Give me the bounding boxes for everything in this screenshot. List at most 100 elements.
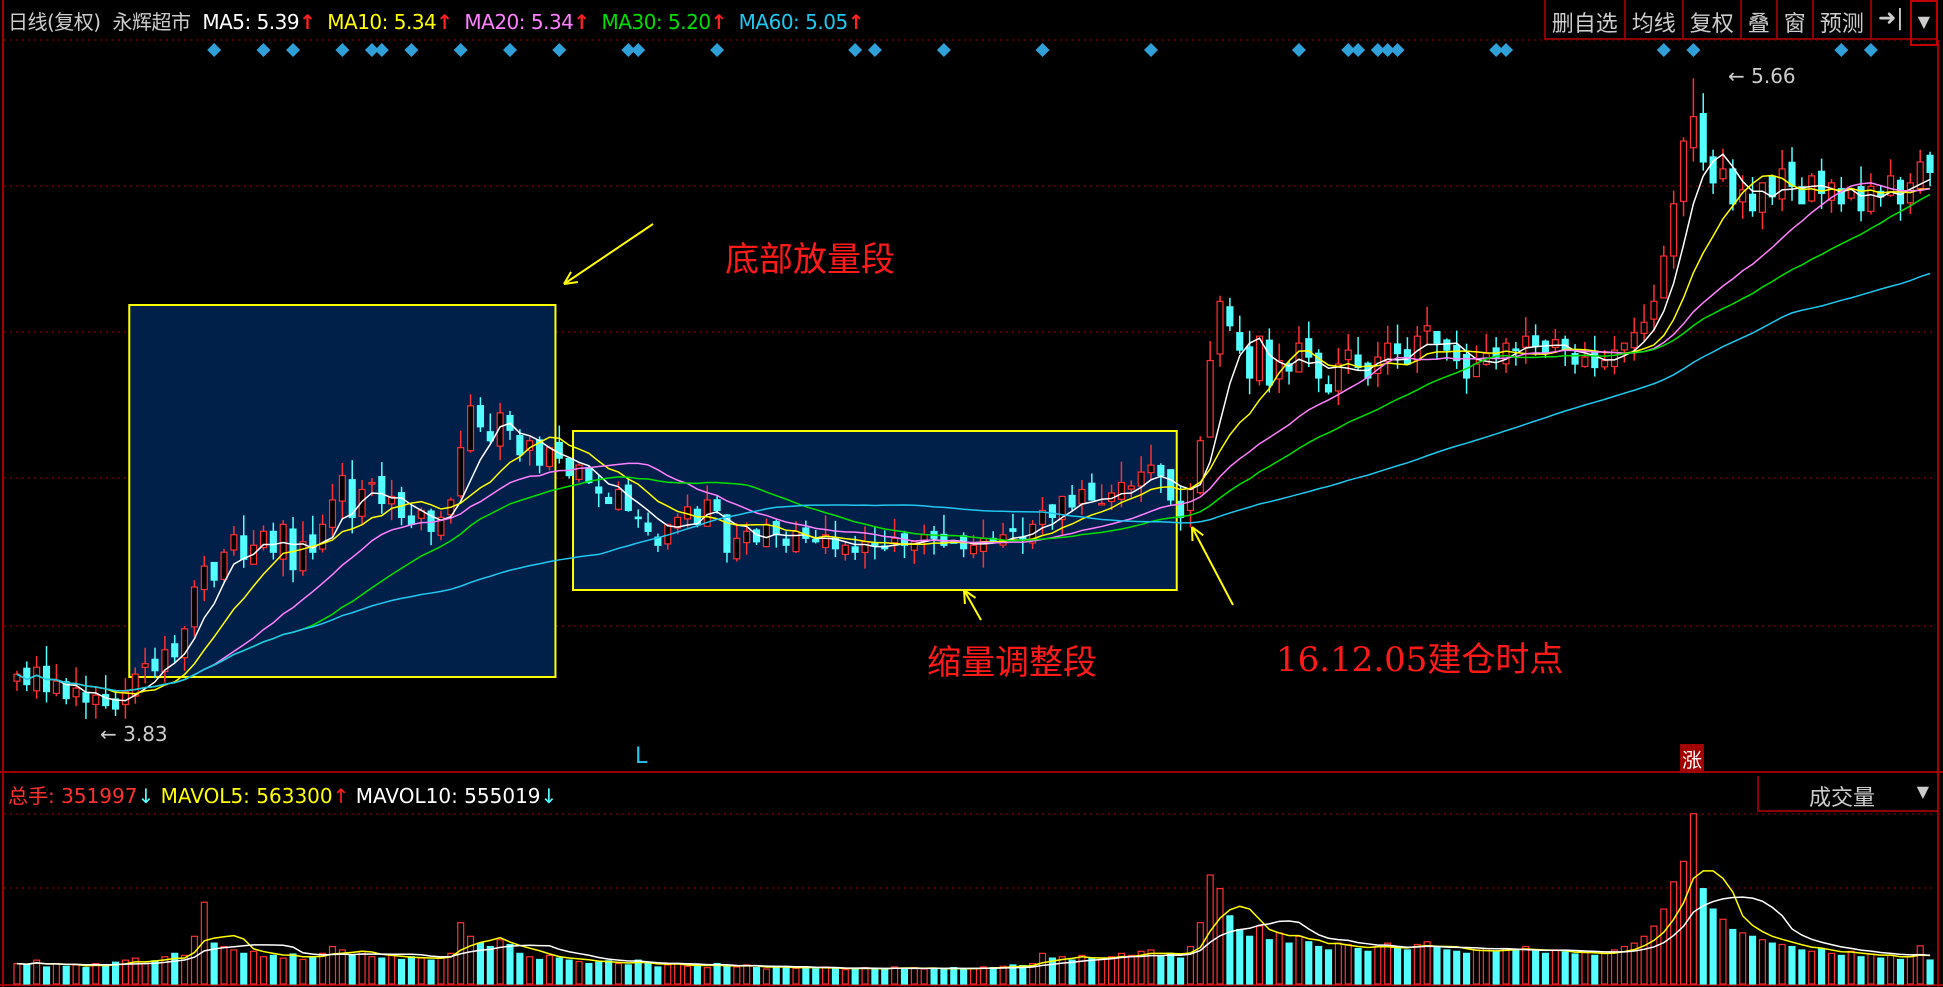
arrow-right-bar-icon[interactable]: ➜| xyxy=(1869,0,1910,38)
volume-bar xyxy=(121,959,129,985)
arrow-head xyxy=(563,271,572,285)
forecast-button[interactable]: 预测 xyxy=(1811,0,1870,38)
candle-body xyxy=(1127,485,1135,490)
volume-bar xyxy=(762,968,770,985)
candle-body xyxy=(1749,193,1757,212)
event-marker-diamond xyxy=(1351,43,1366,57)
volume-bar xyxy=(417,957,425,985)
candle-body xyxy=(82,692,90,703)
candle-body xyxy=(1009,528,1017,532)
volume-bar xyxy=(1847,950,1855,985)
candle-body xyxy=(437,516,445,536)
candle-body xyxy=(792,530,800,553)
candle-body xyxy=(822,534,830,549)
candle-body xyxy=(1344,349,1352,361)
candle-body xyxy=(871,543,879,546)
candle-body xyxy=(171,643,179,658)
volume-bar xyxy=(368,956,376,985)
volume-bar xyxy=(605,960,613,985)
volume-bar xyxy=(388,954,396,985)
event-marker-diamond xyxy=(374,43,389,57)
volume-bar xyxy=(1413,943,1421,985)
candle-body xyxy=(979,537,987,553)
remove-watchlist-button[interactable]: 删自选 xyxy=(1543,0,1624,38)
volume-bar xyxy=(1009,964,1017,985)
volume-bar xyxy=(1788,945,1796,985)
volume-bar xyxy=(486,945,494,985)
candle-body xyxy=(891,537,899,544)
candle-body xyxy=(1137,471,1145,487)
candle-body xyxy=(1305,338,1313,358)
candle-body xyxy=(358,488,366,517)
candle-body xyxy=(1502,342,1510,365)
candle-body xyxy=(131,673,139,697)
candle-body xyxy=(1601,359,1609,368)
ma30-value: MA30: 5.20↑ xyxy=(601,10,728,34)
volume-bar xyxy=(289,953,297,985)
volume-bar xyxy=(1896,958,1905,985)
volume-bar xyxy=(1758,939,1766,985)
event-marker-diamond xyxy=(1863,43,1878,57)
caret-down-icon[interactable]: ▼ xyxy=(1909,0,1938,46)
candle-body xyxy=(210,561,218,581)
volume-bar xyxy=(92,962,100,985)
window-button[interactable]: 窗 xyxy=(1775,0,1812,38)
volume-bar xyxy=(1837,954,1845,985)
volume-bar xyxy=(496,939,504,985)
candle-body xyxy=(230,534,238,551)
moving-average-button[interactable]: 均线 xyxy=(1623,0,1682,38)
candle-body xyxy=(289,528,297,571)
candle-body xyxy=(1857,186,1865,212)
volume-bar xyxy=(1255,925,1264,985)
volume-bar xyxy=(871,967,879,985)
volume-bar xyxy=(348,954,356,985)
event-marker-diamond xyxy=(1341,43,1356,57)
volume-bar xyxy=(1749,935,1757,985)
volume-bar xyxy=(634,959,642,985)
overlay-button[interactable]: 叠 xyxy=(1739,0,1776,38)
volume-header: 总手: 351997↓ MAVOL5: 563300↑ MAVOL10: 555… xyxy=(8,780,557,809)
volume-bar xyxy=(1324,949,1333,985)
volume-bar xyxy=(1058,956,1066,985)
indicator-dropdown[interactable]: 成交量 ▼ xyxy=(1757,776,1937,812)
adjust-price-button[interactable]: 复权 xyxy=(1681,0,1740,38)
candle-body xyxy=(141,663,149,668)
candle-body xyxy=(220,551,228,580)
candle-body xyxy=(1413,335,1421,361)
volume-bar xyxy=(545,954,554,985)
candle-body xyxy=(1689,116,1697,149)
volume-bar xyxy=(1334,942,1342,985)
volume-bar xyxy=(654,966,662,985)
candle-body xyxy=(62,681,70,700)
volume-bar xyxy=(1196,922,1204,985)
candle-body xyxy=(1768,175,1776,198)
candle-body xyxy=(496,412,504,447)
volume-bar xyxy=(989,967,997,985)
arrow-head xyxy=(563,281,578,285)
volume-bar xyxy=(812,968,820,985)
volume-bar xyxy=(644,962,652,985)
candle-body xyxy=(812,538,820,543)
candle-body xyxy=(1147,464,1155,474)
ma60-value: MA60: 5.05↑ xyxy=(738,10,865,34)
candle-body xyxy=(1709,156,1717,184)
candle-body xyxy=(269,530,277,553)
candle-body xyxy=(72,687,80,698)
event-marker-diamond xyxy=(1144,43,1159,57)
volume-bar xyxy=(595,961,603,985)
caret-down-icon: ▼ xyxy=(1916,782,1929,801)
volume-bar xyxy=(1512,949,1520,985)
volume-bar xyxy=(467,935,475,985)
volume-bar xyxy=(831,967,839,985)
volume-bar xyxy=(1117,952,1125,985)
volume-bar xyxy=(910,967,918,985)
volume-bar xyxy=(1630,942,1638,985)
event-marker-diamond xyxy=(1390,43,1405,57)
volume-bar xyxy=(1610,949,1619,985)
volume-bar xyxy=(171,952,179,985)
candle-body xyxy=(1472,363,1480,378)
candle-body xyxy=(1670,203,1678,257)
stock-name: 永辉超市 xyxy=(112,10,191,34)
volume-bar xyxy=(309,956,317,985)
